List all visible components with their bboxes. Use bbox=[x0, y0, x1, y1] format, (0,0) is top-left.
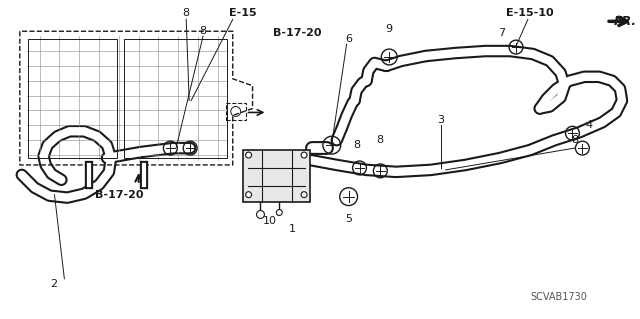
Bar bbox=[124, 39, 227, 158]
Circle shape bbox=[246, 192, 252, 198]
Text: 4: 4 bbox=[586, 120, 593, 130]
Text: SCVAB1730: SCVAB1730 bbox=[530, 292, 587, 302]
Circle shape bbox=[246, 152, 252, 158]
Text: 1: 1 bbox=[289, 224, 296, 234]
Text: 6: 6 bbox=[345, 34, 352, 44]
Text: 8: 8 bbox=[571, 135, 578, 145]
Text: 8: 8 bbox=[182, 8, 190, 19]
Circle shape bbox=[301, 152, 307, 158]
Circle shape bbox=[276, 210, 282, 215]
Text: 8: 8 bbox=[353, 140, 360, 150]
Circle shape bbox=[301, 192, 307, 198]
Bar bbox=[226, 102, 246, 120]
Text: 8: 8 bbox=[200, 26, 207, 36]
Text: 7: 7 bbox=[499, 28, 506, 38]
Text: E-15: E-15 bbox=[229, 8, 257, 19]
Text: FR.: FR. bbox=[614, 15, 637, 28]
Text: 2: 2 bbox=[50, 279, 57, 289]
Text: 3: 3 bbox=[437, 115, 444, 125]
Text: B-17-20: B-17-20 bbox=[273, 28, 321, 38]
Text: 5: 5 bbox=[345, 214, 352, 225]
Circle shape bbox=[257, 211, 264, 219]
Text: 9: 9 bbox=[386, 24, 393, 34]
Text: 10: 10 bbox=[262, 216, 276, 226]
Bar bbox=[28, 39, 117, 158]
Text: B-17-20: B-17-20 bbox=[95, 190, 143, 200]
Text: 8: 8 bbox=[376, 135, 383, 145]
Bar bbox=[243, 150, 310, 202]
Text: E-15-10: E-15-10 bbox=[506, 8, 554, 19]
